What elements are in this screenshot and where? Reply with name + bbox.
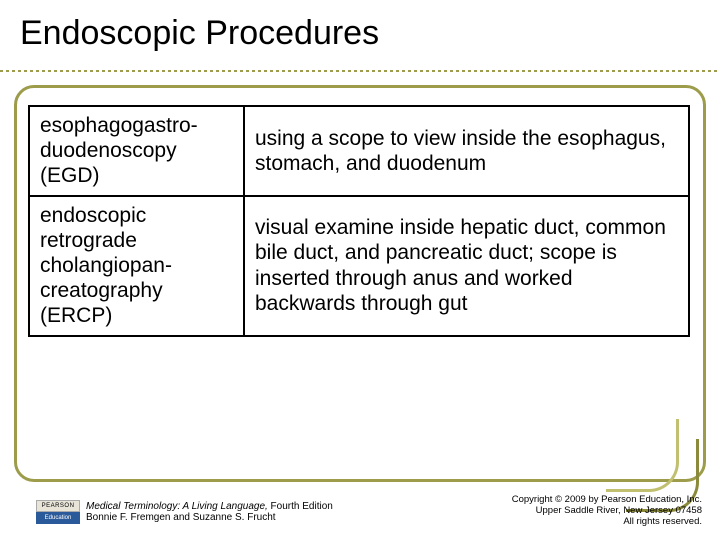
book-title: Medical Terminology: A Living Language, [86,501,268,512]
definition-cell: using a scope to view inside the esophag… [244,106,689,196]
title-area: Endoscopic Procedures [0,0,720,61]
authors: Bonnie F. Fremgen and Suzanne S. Frucht [86,512,276,523]
slide-title: Endoscopic Procedures [20,14,700,53]
table-row: esophagogastro- duodenoscopy (EGD) using… [29,106,689,196]
logo-bottom-text: Education [36,512,80,524]
edition: Fourth Edition [268,501,333,512]
footer: PEARSON Education Medical Terminology: A… [0,490,720,534]
copyright-block: Copyright © 2009 by Pearson Education, I… [512,495,702,528]
copyright-line1: Copyright © 2009 by Pearson Education, I… [512,494,702,505]
table-row: endoscopic retrograde cholangiopan- crea… [29,196,689,336]
copyright-line3: All rights reserved. [623,516,702,527]
logo-top-text: PEARSON [36,500,80,512]
credit-block: Medical Terminology: A Living Language, … [86,501,333,524]
procedures-table: esophagogastro- duodenoscopy (EGD) using… [28,105,690,337]
term-cell: esophagogastro- duodenoscopy (EGD) [29,106,244,196]
dashed-divider [0,70,720,72]
corner-accent [615,428,685,498]
term-cell: endoscopic retrograde cholangiopan- crea… [29,196,244,336]
definition-cell: visual examine inside hepatic duct, comm… [244,196,689,336]
pearson-logo: PEARSON Education [36,500,80,524]
slide-container: Endoscopic Procedures esophagogastro- du… [0,0,720,540]
copyright-line2: Upper Saddle River, New Jersey 07458 [536,505,702,516]
